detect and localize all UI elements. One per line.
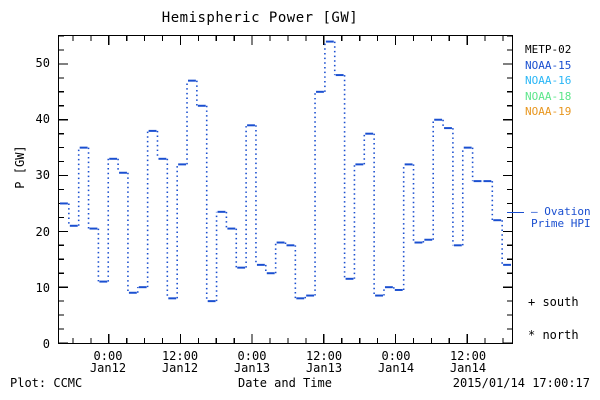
- x-axis-title: Date and Time: [238, 376, 332, 390]
- legend-item-noaa-19[interactable]: NOAA-19: [525, 105, 572, 118]
- legend-item-noaa-16[interactable]: NOAA-16: [525, 74, 572, 87]
- ovation-label-line1: — Ovation: [531, 205, 591, 218]
- x-tick-time: 12:00: [449, 349, 487, 363]
- y-axis-tick-label: 40: [35, 112, 50, 127]
- x-tick-date: Jan12: [161, 361, 199, 375]
- axis-ticks: [59, 36, 512, 343]
- x-tick-time: 0:00: [237, 349, 267, 363]
- south-marker-legend: + south: [528, 295, 579, 309]
- plot-timestamp: 2015/01/14 17:00:17: [452, 376, 590, 390]
- y-axis-tick-label: 20: [35, 224, 50, 239]
- legend: METP-02 NOAA-15 NOAA-16 NOAA-18 NOAA-19: [525, 42, 571, 120]
- y-axis-tick-label: 10: [35, 280, 50, 295]
- plot-frame: [58, 35, 513, 344]
- chart-title: Hemispheric Power [GW]: [161, 10, 359, 26]
- legend-item-noaa-18[interactable]: NOAA-18: [525, 89, 572, 103]
- y-axis-title: P [GW]: [13, 145, 27, 189]
- north-marker-legend: * north: [528, 328, 579, 342]
- x-tick-time: 0:00: [93, 349, 123, 363]
- plot-credit: Plot: CCMC: [10, 376, 83, 390]
- x-tick-time: 0:00: [381, 349, 411, 363]
- legend-item-metp-02[interactable]: METP-02: [525, 43, 572, 56]
- y-axis-tick-label: 50: [35, 56, 50, 71]
- ovation-line-marker: [507, 212, 524, 213]
- x-tick-date: Jan14: [449, 361, 487, 375]
- y-axis-tick-label: 0: [42, 337, 50, 351]
- x-tick-date: Jan14: [377, 361, 415, 375]
- ovation-prime-hpi-label: — Ovation Prime HPI: [531, 206, 591, 230]
- x-axis-tick-label: 0:00 Jan13: [207, 350, 297, 374]
- x-tick-date: Jan13: [305, 361, 343, 375]
- x-axis-tick-label: 0:00 Jan12: [63, 350, 153, 374]
- plot-canvas: [59, 36, 512, 343]
- x-tick-time: 12:00: [161, 349, 199, 363]
- x-axis-tick-label: 0:00 Jan14: [351, 350, 441, 374]
- y-axis-tick-label: 30: [35, 168, 50, 183]
- x-tick-time: 12:00: [305, 349, 343, 363]
- legend-item-noaa-15[interactable]: NOAA-15: [525, 58, 572, 72]
- x-axis-tick-label: 12:00 Jan12: [135, 350, 225, 374]
- x-axis-tick-label: 12:00 Jan13: [279, 350, 369, 374]
- x-tick-date: Jan12: [89, 361, 127, 375]
- x-tick-date: Jan13: [233, 361, 271, 375]
- x-axis-tick-label: 12:00 Jan14: [423, 350, 513, 374]
- data-series-noaa-15: [59, 40, 512, 303]
- ovation-label-line2: Prime HPI: [531, 217, 591, 230]
